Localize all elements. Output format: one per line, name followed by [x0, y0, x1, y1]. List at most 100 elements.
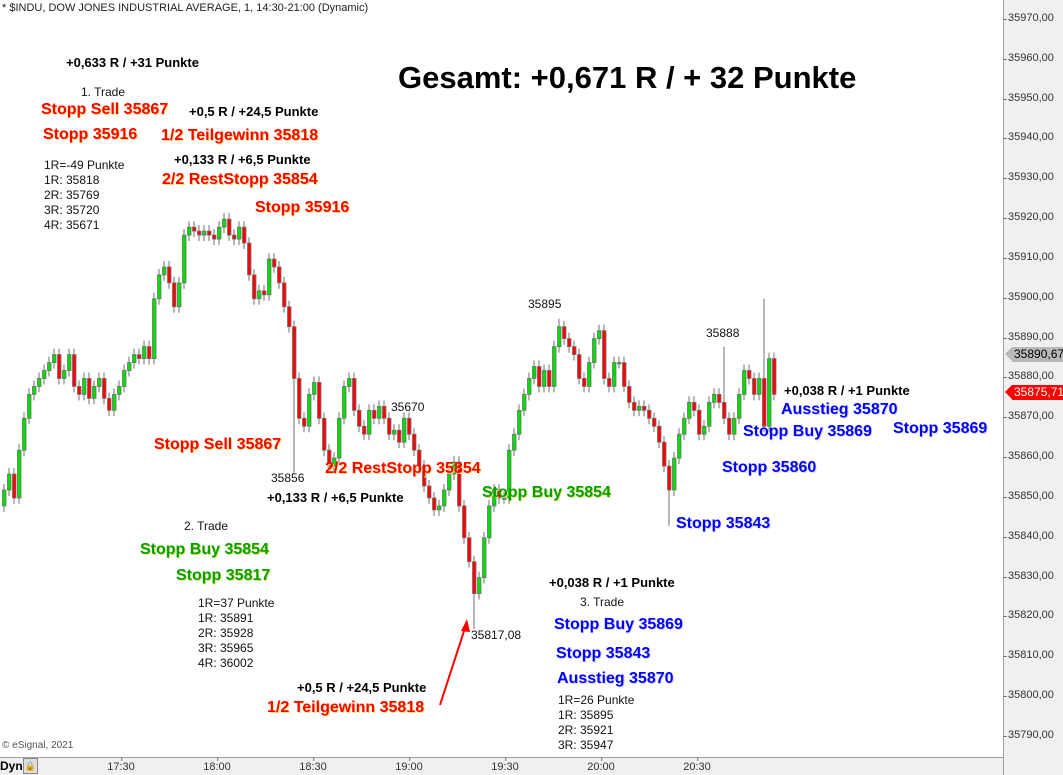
candle — [427, 480, 432, 504]
candle-body-down — [77, 386, 82, 395]
candle — [552, 340, 557, 393]
candle — [577, 348, 582, 385]
candle-body-up — [257, 290, 262, 300]
y-tick-label: 35880,00 — [1003, 370, 1054, 383]
candle — [57, 348, 62, 385]
candle — [527, 372, 532, 401]
candle — [712, 388, 717, 409]
candle — [332, 452, 337, 473]
dyn-label: Dyn — [0, 759, 23, 773]
candle-body-down — [287, 306, 292, 328]
candle — [187, 221, 192, 242]
y-tick-label: 35820,00 — [1003, 609, 1054, 622]
candle-body-up — [182, 234, 187, 284]
t1-label: 1. Trade — [81, 85, 126, 99]
lock-icon[interactable]: 🔒 — [23, 758, 38, 774]
candle-body-up — [597, 330, 602, 340]
candle-body-down — [252, 274, 257, 300]
candle-body-down — [772, 358, 777, 395]
candle-body-up — [482, 537, 487, 579]
candle-body-down — [662, 441, 667, 467]
t1-part2-result: +0,133 R / +6,5 Punkte — [174, 152, 311, 167]
candlestick-chart[interactable] — [0, 0, 1003, 757]
candle — [292, 320, 297, 475]
candle — [772, 352, 777, 401]
candle-body-down — [632, 401, 637, 411]
candle — [497, 484, 502, 504]
candle — [397, 424, 402, 449]
candle-body-up — [587, 362, 592, 387]
candle-body-down — [87, 378, 92, 399]
candle — [687, 396, 692, 425]
candle-body-up — [42, 370, 47, 379]
candle — [32, 380, 37, 401]
candle-body-down — [57, 354, 62, 379]
candle — [562, 320, 567, 345]
x-tick-label: 17:30 — [107, 757, 135, 773]
candle — [652, 412, 657, 433]
chart-t3-stop-a: Stopp 35843 — [676, 515, 771, 532]
candle-body-down — [572, 346, 577, 355]
candle — [317, 376, 322, 425]
chart-t3-stop-c: Stopp 35860 — [722, 459, 817, 476]
x-tick-label: 20:00 — [587, 757, 615, 773]
t1-result: +0,633 R / +31 Punkte — [66, 55, 199, 70]
candle-body-up — [17, 449, 22, 499]
candle-body-up — [202, 230, 207, 236]
candle — [347, 372, 352, 393]
t1-entry: Stopp Sell 35867 — [41, 101, 169, 118]
candle — [472, 555, 477, 630]
target-arrow-line — [439, 627, 466, 706]
t3-label: 3. Trade — [580, 595, 625, 609]
candle — [417, 444, 422, 473]
candle-body-up — [82, 378, 87, 395]
candle-body-down — [537, 366, 542, 387]
candle — [132, 348, 137, 369]
candle — [657, 420, 662, 449]
last-price-label-gray: 35890,67 — [1004, 347, 1063, 362]
candle — [27, 388, 32, 425]
candle-body-down — [417, 449, 422, 467]
candle — [507, 444, 512, 504]
point-label-high-1: 35895 — [528, 297, 562, 311]
candle-body-up — [22, 417, 27, 451]
candle-body-down — [387, 417, 392, 435]
candle-body-up — [437, 505, 442, 511]
candle — [757, 372, 762, 401]
candle-body-down — [692, 401, 697, 411]
candle — [117, 380, 122, 401]
time-axis[interactable]: Dyn 🔒 17:30 18:00 18:30 19:00 19:30 20:00 20:3… — [0, 757, 1003, 775]
candle — [637, 400, 642, 417]
candle — [452, 456, 457, 481]
candle-body-down — [427, 485, 432, 499]
candle-body-down — [12, 473, 17, 499]
candle-body-down — [717, 394, 722, 403]
candle — [437, 499, 442, 516]
candle — [747, 364, 752, 385]
chart-t3-exit: Ausstieg 35870 — [781, 401, 898, 418]
t1-stop: Stopp 35916 — [43, 126, 138, 143]
candle-body-down — [212, 234, 217, 240]
candle — [307, 388, 312, 433]
candle-body-down — [197, 230, 202, 236]
t2-level: 4R: 36002 — [198, 656, 254, 670]
candle-body-down — [137, 354, 142, 359]
candle-body-up — [592, 338, 597, 363]
candle — [512, 428, 517, 457]
candle — [662, 436, 667, 473]
chart-stopp-buy-green: Stopp Buy 35854 — [482, 484, 611, 501]
candle — [477, 571, 482, 600]
candle-body-down — [697, 409, 702, 435]
price-axis[interactable]: 35970,00 35960,00 35950,00 35940,00 35930,00… — [1003, 0, 1063, 775]
candle-body-down — [172, 282, 177, 308]
candle-body-up — [217, 226, 222, 240]
t2-label: 2. Trade — [184, 519, 229, 533]
candle-body-up — [512, 433, 517, 451]
candle-body-up — [92, 386, 97, 399]
candle-body-down — [422, 465, 427, 487]
candle — [297, 372, 302, 425]
candle-body-down — [167, 266, 172, 284]
candle — [177, 276, 182, 313]
candle-body-down — [357, 409, 362, 427]
candle-body-down — [497, 489, 502, 499]
